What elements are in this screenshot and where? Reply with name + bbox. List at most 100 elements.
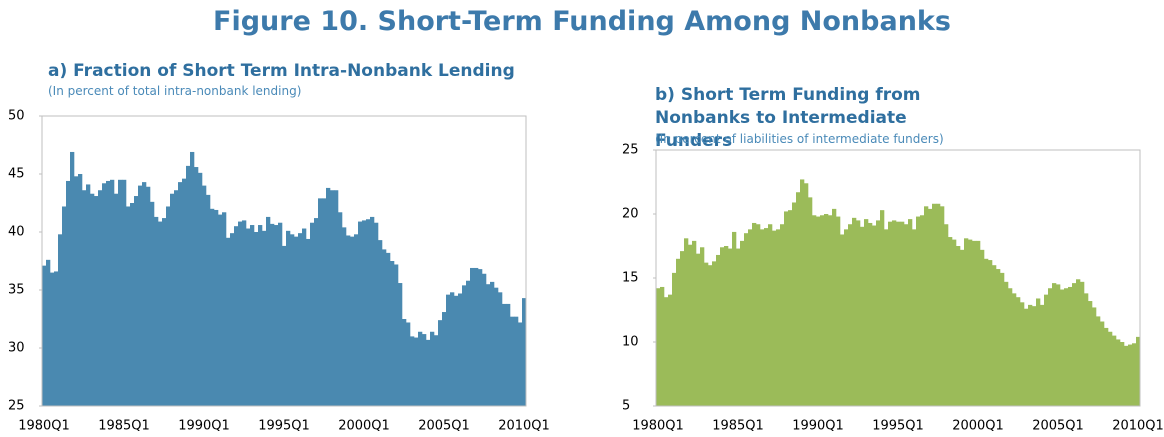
bar <box>78 174 83 406</box>
bar <box>752 222 757 406</box>
bar <box>522 298 527 406</box>
y-tick-label: 25 <box>8 399 25 414</box>
bar <box>964 238 969 406</box>
bar <box>282 245 287 406</box>
bar <box>764 228 769 406</box>
bar <box>438 320 443 406</box>
bar <box>378 240 383 406</box>
bar <box>1120 342 1125 406</box>
x-tick-label: 2010Q1 <box>498 419 550 434</box>
bar <box>1124 345 1129 406</box>
bar <box>446 294 451 406</box>
bar <box>210 208 215 406</box>
bar <box>450 292 455 406</box>
bar <box>948 237 953 406</box>
bar <box>90 193 95 406</box>
bar <box>920 215 925 406</box>
bar <box>1064 288 1069 406</box>
bar <box>1108 331 1113 406</box>
bar <box>776 229 781 406</box>
bar <box>1116 339 1121 406</box>
bar <box>518 322 523 406</box>
bar <box>138 185 143 406</box>
figure-title: Figure 10. Short-Term Funding Among Nonb… <box>213 6 951 37</box>
bar <box>246 228 251 406</box>
y-tick-label: 10 <box>622 335 639 350</box>
bar <box>1032 306 1037 406</box>
y-tick-label: 30 <box>8 341 25 356</box>
panel-title: a) Fraction of Short Term Intra-Nonbank … <box>48 61 515 81</box>
bar <box>740 240 745 406</box>
panel-subtitle: (In percent of total intra-nonbank lendi… <box>48 84 302 98</box>
bar <box>182 178 187 406</box>
x-tick-label: 2000Q1 <box>952 419 1004 434</box>
bar <box>1012 293 1017 406</box>
plot-frame <box>41 115 527 407</box>
bar <box>936 203 941 406</box>
bar <box>258 225 263 406</box>
bar <box>860 226 865 406</box>
bar <box>302 228 307 406</box>
bar <box>828 215 833 406</box>
bar <box>290 234 295 406</box>
bar <box>908 219 913 406</box>
bar <box>350 236 355 406</box>
bar <box>816 216 821 406</box>
bar <box>322 198 327 406</box>
bar <box>426 339 431 406</box>
bar <box>912 229 917 406</box>
bar <box>118 179 123 406</box>
x-tick-label: 1995Q1 <box>258 419 310 434</box>
bar <box>490 281 495 406</box>
bar <box>166 206 171 406</box>
bar <box>470 267 475 406</box>
bar <box>194 167 199 406</box>
bar <box>478 269 483 406</box>
bar <box>660 286 665 406</box>
bar <box>972 240 977 406</box>
bar <box>904 224 909 406</box>
y-tick-label: 25 <box>622 143 639 158</box>
y-tick-label: 5 <box>622 399 630 414</box>
bar <box>888 221 893 406</box>
bar <box>190 151 195 406</box>
bar <box>238 221 243 406</box>
bar <box>1000 272 1005 406</box>
bar <box>696 253 701 406</box>
bar <box>664 297 669 406</box>
bar <box>1036 298 1041 406</box>
bar <box>266 216 271 406</box>
bar <box>1068 286 1073 406</box>
x-tick-label: 1990Q1 <box>792 419 844 434</box>
bar <box>744 233 749 406</box>
bar <box>680 251 685 406</box>
bar <box>788 210 793 406</box>
bar <box>330 190 335 406</box>
bar <box>864 219 869 406</box>
x-tick-label: 1990Q1 <box>178 419 230 434</box>
bar <box>1072 283 1077 406</box>
bar <box>278 222 283 406</box>
bar <box>840 234 845 406</box>
bar <box>760 229 765 406</box>
y-tick-label: 45 <box>8 167 25 182</box>
bar <box>506 303 511 406</box>
bar <box>804 183 809 406</box>
bar <box>270 223 275 406</box>
bar <box>688 244 693 406</box>
bar <box>222 212 227 406</box>
bar <box>58 234 63 406</box>
bar <box>334 190 339 406</box>
x-tick-label: 1980Q1 <box>18 419 70 434</box>
bar <box>70 151 75 406</box>
bar <box>844 229 849 406</box>
bar <box>422 334 427 406</box>
x-tick-label: 1995Q1 <box>872 419 924 434</box>
bar <box>146 186 151 406</box>
bar <box>114 193 119 406</box>
bar <box>732 231 737 406</box>
bar <box>944 224 949 406</box>
bar <box>724 246 729 406</box>
bar <box>976 240 981 406</box>
bar <box>454 295 459 406</box>
